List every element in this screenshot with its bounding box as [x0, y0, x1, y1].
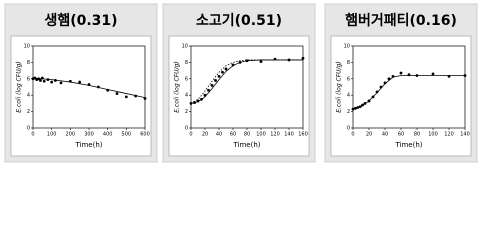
x-tick-label: 600: [140, 132, 150, 138]
x-tick-label: 60: [230, 132, 236, 138]
y-tick-label: 6: [27, 76, 30, 82]
y-tick-label: 0: [347, 126, 350, 132]
x-tick-label: 80: [244, 132, 250, 138]
data-point: [42, 79, 46, 83]
plot-box: [168, 35, 310, 157]
y-tick-label: 6: [185, 76, 188, 82]
panel-title: 햄버거패티(0.16): [345, 12, 457, 29]
x-tick-label: 40: [216, 132, 222, 138]
data-point: [207, 88, 210, 92]
y-tick-label: 2: [347, 109, 350, 115]
x-tick-label: 100: [256, 132, 266, 138]
x-tick-label: 20: [366, 132, 372, 138]
data-point: [78, 80, 82, 84]
x-tick-label: 80: [414, 132, 420, 138]
y-tick-label: 6: [347, 76, 350, 82]
data-point: [375, 90, 379, 94]
fit-line: [32, 77, 146, 99]
panel-title: 소고기(0.51): [196, 13, 282, 29]
fit-line: [352, 75, 465, 110]
data-point: [59, 81, 63, 85]
data-point: [221, 70, 224, 74]
x-tick-label: 200: [66, 132, 76, 138]
data-point: [50, 80, 54, 84]
x-tick-label: 100: [428, 132, 438, 138]
x-tick-label: 140: [460, 132, 470, 138]
data-point: [115, 92, 119, 95]
y-tick-label: 8: [27, 60, 30, 66]
x-axis-label: Time(h): [394, 141, 422, 149]
x-tick-label: 0: [31, 132, 34, 138]
y-tick-label: 0: [185, 126, 188, 132]
y-tick-label: 10: [182, 44, 188, 50]
x-axis-label: Time(h): [74, 141, 102, 149]
y-axis-label: E.coli (log CFU/g): [336, 61, 343, 113]
x-axis-label: Time(h): [232, 141, 260, 149]
data-point: [259, 60, 263, 63]
x-tick-label: 140: [284, 132, 294, 138]
x-tick-label: 120: [444, 132, 454, 138]
x-tick-label: 160: [298, 132, 308, 138]
data-point: [210, 83, 214, 87]
y-tick-label: 10: [24, 44, 30, 50]
fit-line: [190, 59, 303, 104]
y-tick-label: 8: [185, 60, 188, 66]
x-tick-label: 20: [202, 132, 208, 138]
data-point: [301, 56, 305, 60]
x-tick-label: 120: [270, 132, 280, 138]
data-point: [399, 71, 403, 75]
x-tick-label: 400: [103, 132, 113, 138]
data-point: [217, 74, 221, 78]
y-tick-label: 2: [185, 109, 188, 115]
fit-line: [190, 59, 303, 104]
y-tick-label: 2: [27, 109, 30, 115]
data-point: [39, 79, 42, 82]
x-tick-label: 300: [84, 132, 94, 138]
x-tick-label: 60: [398, 132, 404, 138]
data-point: [214, 79, 217, 82]
x-tick-label: 100: [47, 132, 57, 138]
plot-box: [10, 35, 152, 157]
plot-area: [352, 45, 466, 129]
y-tick-label: 4: [185, 93, 188, 99]
y-axis-label: E.coli (log CFU/g): [16, 61, 23, 113]
data-point: [431, 72, 435, 76]
x-tick-label: 0: [189, 132, 192, 138]
y-tick-label: 4: [27, 93, 30, 99]
x-tick-label: 500: [122, 132, 132, 138]
plot-box: [330, 35, 472, 157]
panel-title: 생햄(0.31): [44, 13, 117, 29]
data-point: [124, 95, 128, 99]
y-tick-label: 0: [27, 126, 30, 132]
x-tick-label: 40: [382, 132, 388, 138]
y-tick-label: 8: [347, 60, 350, 66]
x-tick-label: 0: [351, 132, 354, 138]
data-point: [224, 67, 228, 71]
y-tick-label: 4: [347, 93, 350, 99]
y-tick-label: 10: [344, 44, 350, 50]
y-axis-label: E.coli (log CFU/g): [174, 61, 181, 113]
